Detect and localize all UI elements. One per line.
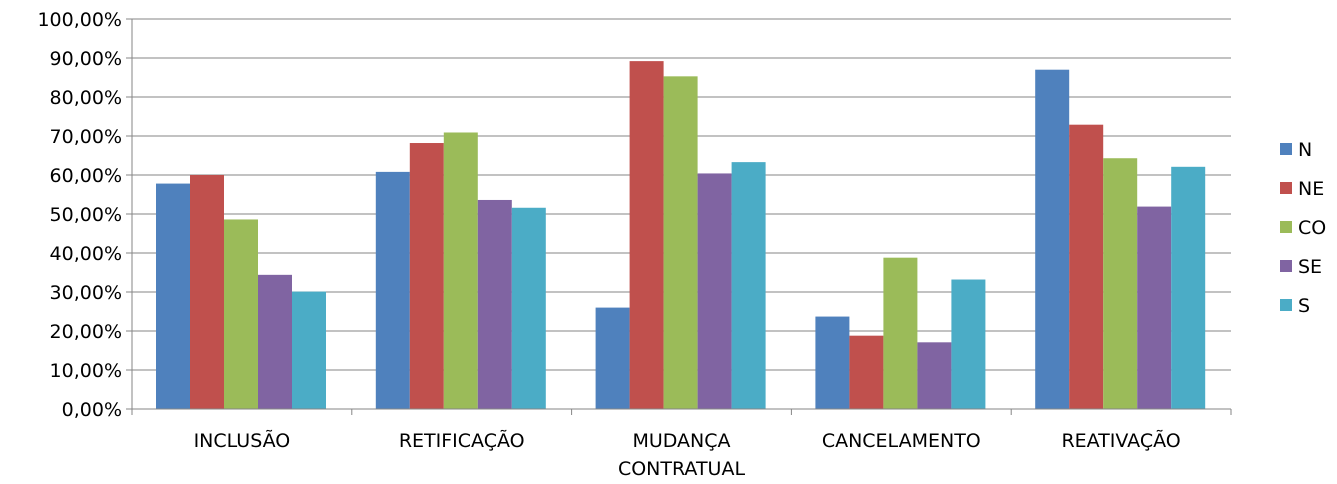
- bar-n: [156, 183, 190, 409]
- bar-ne: [1069, 124, 1104, 409]
- category-labels: INCLUSÃO RETIFICAÇÃO MUDANÇA CONTRATUAL CANC…: [194, 429, 1181, 480]
- legend-swatch-n: [1280, 143, 1292, 155]
- category-label: MUDANÇA: [632, 430, 730, 452]
- category-label: CONTRATUAL: [618, 458, 746, 480]
- bar-se: [697, 173, 732, 409]
- legend-swatch-se: [1280, 260, 1292, 272]
- legend-label-co: CO: [1298, 217, 1326, 239]
- legend-swatch-co: [1280, 221, 1292, 233]
- bar-ne: [849, 335, 884, 409]
- bars: [156, 61, 1206, 410]
- category-label: REATIVAÇÃO: [1061, 429, 1180, 452]
- y-tick-label: 100,00%: [37, 9, 122, 31]
- y-tick-labels: 0,00% 10,00% 20,00% 30,00% 40,00% 50,00% 60,00…: [37, 9, 122, 421]
- bar-co: [883, 257, 918, 409]
- y-tick-label: 0,00%: [62, 399, 122, 421]
- bar-n: [375, 171, 410, 409]
- y-tick-label: 70,00%: [50, 126, 122, 148]
- legend-label-se: SE: [1298, 256, 1322, 278]
- legend-label-ne: NE: [1298, 178, 1324, 200]
- bar-se: [917, 342, 952, 409]
- bar-s: [1171, 166, 1206, 409]
- y-tick-label: 40,00%: [50, 243, 122, 265]
- y-tick-label: 30,00%: [50, 282, 122, 304]
- bar-s: [292, 291, 326, 409]
- bar-ne: [629, 61, 664, 410]
- bar-se: [477, 199, 512, 409]
- bar-co: [443, 132, 478, 410]
- bar-s: [951, 279, 986, 409]
- legend: N NE CO SE S: [1280, 139, 1326, 317]
- bar-n: [595, 307, 630, 409]
- bar-se: [1137, 206, 1172, 409]
- y-tick-label: 10,00%: [50, 360, 122, 382]
- bar-n: [1035, 69, 1070, 409]
- y-tick-label: 50,00%: [50, 204, 122, 226]
- legend-swatch-ne: [1280, 182, 1292, 194]
- legend-label-s: S: [1298, 295, 1310, 317]
- legend-swatch-s: [1280, 299, 1292, 311]
- bar-s: [511, 207, 546, 409]
- bar-n: [815, 316, 850, 409]
- legend-label-n: N: [1298, 139, 1312, 161]
- bar-se: [258, 274, 292, 409]
- category-label: INCLUSÃO: [194, 429, 291, 452]
- bar-ne: [190, 175, 224, 409]
- y-tick-label: 90,00%: [50, 48, 122, 70]
- y-tick-label: 80,00%: [50, 87, 122, 109]
- bar-co: [1103, 158, 1138, 409]
- category-label: CANCELAMENTO: [822, 430, 981, 452]
- y-tick-label: 60,00%: [50, 165, 122, 187]
- category-label: RETIFICAÇÃO: [399, 429, 525, 452]
- bar-ne: [409, 143, 444, 409]
- axes: [126, 18, 1232, 415]
- bar-s: [731, 162, 766, 409]
- bar-co: [224, 219, 258, 409]
- y-tick-label: 20,00%: [50, 321, 122, 343]
- bar-co: [663, 76, 698, 409]
